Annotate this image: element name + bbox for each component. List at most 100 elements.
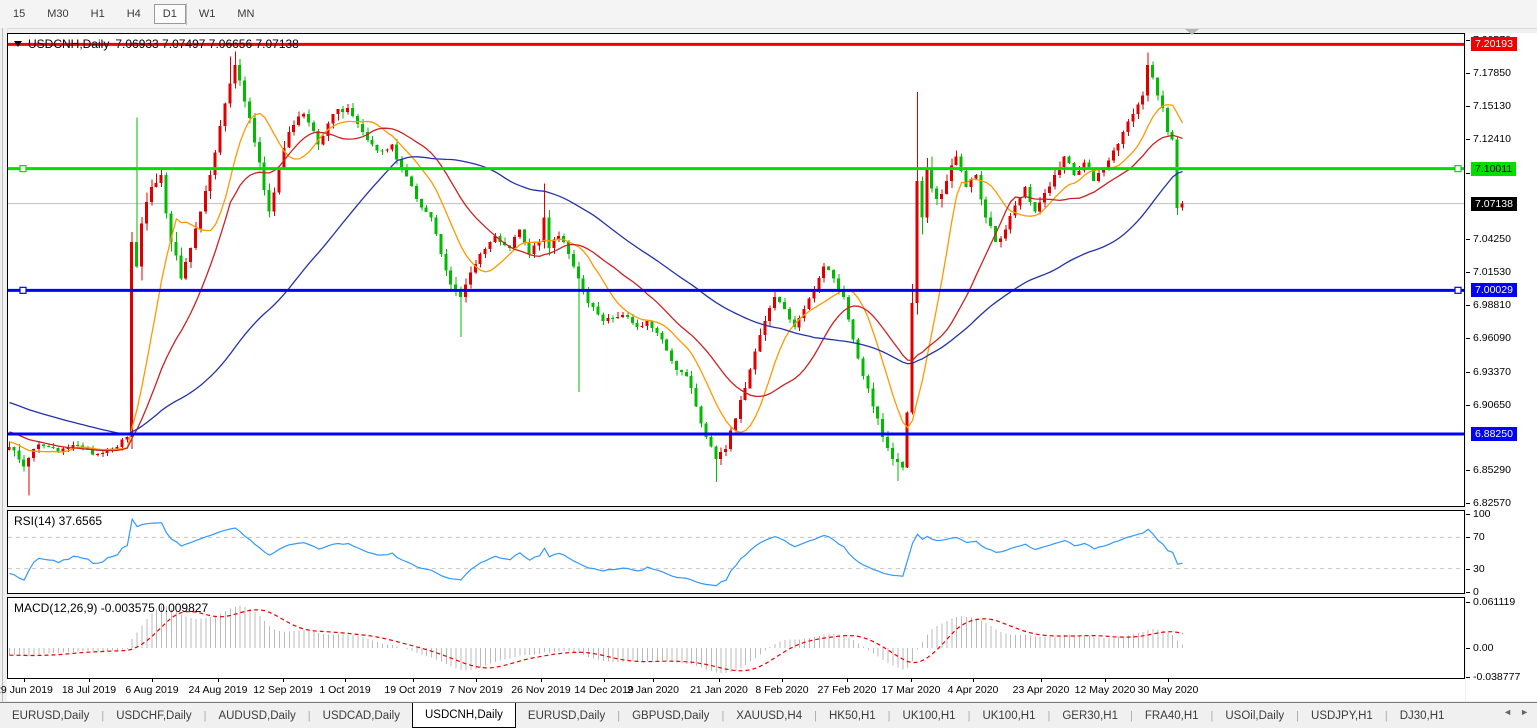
macd-histogram: [9, 605, 1184, 674]
price-axis-tick-label: 7.17850: [1473, 67, 1511, 79]
price-axis-tick-label: 6.96090: [1473, 332, 1511, 344]
price-axis-tick-label: 7.01530: [1473, 266, 1511, 278]
date-label: 18 Jul 2019: [61, 684, 117, 696]
tab-separator: |: [307, 709, 311, 722]
pivot-line-handle[interactable]: [1454, 164, 1462, 173]
rsi-axis-label: 70: [1473, 531, 1485, 543]
moving-average-10: [9, 103, 1184, 453]
date-label: 8 Feb 2020: [755, 684, 809, 696]
support-line-7-handle[interactable]: [1454, 286, 1462, 294]
tab-uk100-h1[interactable]: UK100,H1: [982, 709, 1036, 722]
rsi-axis-label: 0: [1473, 586, 1479, 598]
tab-separator: |: [101, 709, 105, 722]
timeframe-button-M30[interactable]: M30: [47, 8, 69, 20]
macd-axis-label-tick: [1466, 602, 1470, 603]
tab-eurusd-daily[interactable]: EURUSD,Daily: [12, 709, 90, 722]
main-chart-panel[interactable]: USDCNH,Daily 7.06933 7.07497 7.06656 7.0…: [7, 33, 1465, 507]
tab-eurusd-daily[interactable]: EURUSD,Daily: [527, 709, 606, 722]
candlestick-chart[interactable]: [8, 34, 1464, 506]
macd-axis-label: 0.00: [1473, 642, 1494, 654]
rsi-axis-label-tick: [1466, 592, 1470, 593]
rsi-axis-label: 100: [1473, 508, 1491, 520]
date-tick: [345, 679, 346, 682]
tab-separator: |: [1384, 709, 1388, 722]
tab-scroll-arrows: ◄ ►: [1503, 707, 1529, 717]
date-label: 2 Jan 2020: [627, 684, 679, 696]
tab-usoil-daily[interactable]: USOil,Daily: [1225, 709, 1285, 722]
date-label: 30 May 2020: [1137, 684, 1199, 696]
timeframe-toolbar: 15 M30 H1 H4 D1 W1 MN: [0, 0, 1537, 29]
price-axis-tick-label: 7.04250: [1473, 233, 1511, 245]
tab-uk100-h1[interactable]: UK100,H1: [902, 709, 956, 722]
support-line-7-handle[interactable]: [19, 286, 27, 294]
toolbar-separator: [186, 3, 187, 25]
date-label: 14 Dec 2019: [574, 684, 634, 696]
pivot-line-handle[interactable]: [19, 164, 27, 173]
rsi-indicator-panel[interactable]: RSI(14) 37.6565: [7, 510, 1465, 594]
rsi-axis-label-tick: [1466, 569, 1470, 570]
price-axis-tick-label-tick: [1466, 139, 1470, 140]
price-axis-tick-label: 7.15130: [1473, 100, 1511, 112]
price-axis-tick-label-tick: [1466, 239, 1470, 240]
price-axis-tick-label-tick: [1466, 503, 1470, 504]
price-badge-7.00029: 7.00029: [1471, 283, 1517, 297]
price-badge-6.88250: 6.88250: [1471, 427, 1517, 441]
price-badge-7.07138: 7.07138: [1471, 197, 1517, 211]
macd-axis-label-tick: [1466, 677, 1470, 678]
tab-separator: |: [1129, 709, 1133, 722]
chart-shift-marker-icon[interactable]: [1185, 29, 1199, 35]
date-label: 12 Sep 2019: [253, 684, 313, 696]
tab-usdchf-daily[interactable]: USDCHF,Daily: [116, 709, 192, 722]
date-label: 1 Oct 2019: [319, 684, 371, 696]
date-tick: [911, 679, 912, 682]
date-tick: [218, 679, 219, 682]
timeframe-button-H4[interactable]: H4: [126, 8, 141, 20]
price-axis-tick-label-tick: [1466, 173, 1470, 174]
date-tick: [653, 679, 654, 682]
macd-axis-label: 0.061119: [1473, 596, 1516, 608]
tab-xauusd-h4[interactable]: XAUUSD,H4: [736, 709, 803, 722]
tab-usdcnh-daily[interactable]: USDCNH,Daily: [411, 703, 516, 728]
tab-hk50-h1[interactable]: HK50,H1: [828, 709, 876, 722]
date-label: 24 Aug 2019: [188, 684, 248, 696]
date-axis[interactable]: 29 Jun 2019 18 Jul 2019 6 Aug 2019 24 Aug 2…: [0, 679, 1465, 701]
tab-scroll-left-icon[interactable]: ◄: [1503, 707, 1513, 717]
tab-separator: |: [721, 709, 725, 722]
price-axis-tick-label-tick: [1466, 372, 1470, 373]
tab-dj30-h1[interactable]: DJ30,H1: [1399, 709, 1445, 722]
timeframe-button-MN[interactable]: MN: [237, 8, 255, 20]
date-label: 29 Jun 2019: [0, 684, 53, 696]
tab-audusd-daily[interactable]: AUDUSD,Daily: [218, 709, 296, 722]
tab-ger30-h1[interactable]: GER30,H1: [1062, 709, 1118, 722]
rsi-axis-label: 30: [1473, 563, 1485, 575]
tab-separator: |: [1047, 709, 1051, 722]
tab-gbpusd-daily[interactable]: GBPUSD,Daily: [632, 709, 710, 722]
date-tick: [152, 679, 153, 682]
tab-fra40-h1[interactable]: FRA40,H1: [1144, 709, 1199, 722]
tab-usdjpy-h1[interactable]: USDJPY,H1: [1311, 709, 1373, 722]
chart-symbol: USDCNH,Daily: [28, 37, 110, 51]
price-axis-tick-label: 6.98810: [1473, 299, 1511, 311]
price-axis-tick-label-tick: [1466, 405, 1470, 406]
tab-separator: |: [967, 709, 971, 722]
timeframe-button-D1[interactable]: D1: [153, 4, 186, 24]
symbol-dropdown-icon[interactable]: [14, 41, 22, 47]
timeframe-button-15[interactable]: 15: [13, 8, 26, 20]
date-tick: [283, 679, 284, 682]
price-axis[interactable]: 7.205707.178507.151307.124107.096907.042…: [1466, 33, 1537, 701]
date-label: 23 Apr 2020: [1012, 684, 1070, 696]
macd-indicator-panel[interactable]: MACD(12,26,9) -0.003575 0.009827: [7, 597, 1465, 679]
tab-usdcad-daily[interactable]: USDCAD,Daily: [322, 709, 400, 722]
price-axis-tick-label-tick: [1466, 338, 1470, 339]
rsi-axis-label-tick: [1466, 514, 1470, 515]
moving-average-55: [9, 156, 1183, 436]
tab-scroll-right-icon[interactable]: ►: [1520, 707, 1529, 717]
price-axis-tick-label: 6.82570: [1473, 497, 1511, 509]
macd-label: MACD(12,26,9) -0.003575 0.009827: [14, 601, 209, 615]
timeframe-button-W1[interactable]: W1: [198, 8, 216, 20]
price-axis-tick-label: 7.12410: [1473, 133, 1511, 145]
price-axis-tick-label-tick: [1466, 73, 1470, 74]
rsi-label: RSI(14) 37.6565: [14, 514, 103, 528]
date-tick: [1168, 679, 1169, 682]
timeframe-button-H1[interactable]: H1: [90, 8, 105, 20]
